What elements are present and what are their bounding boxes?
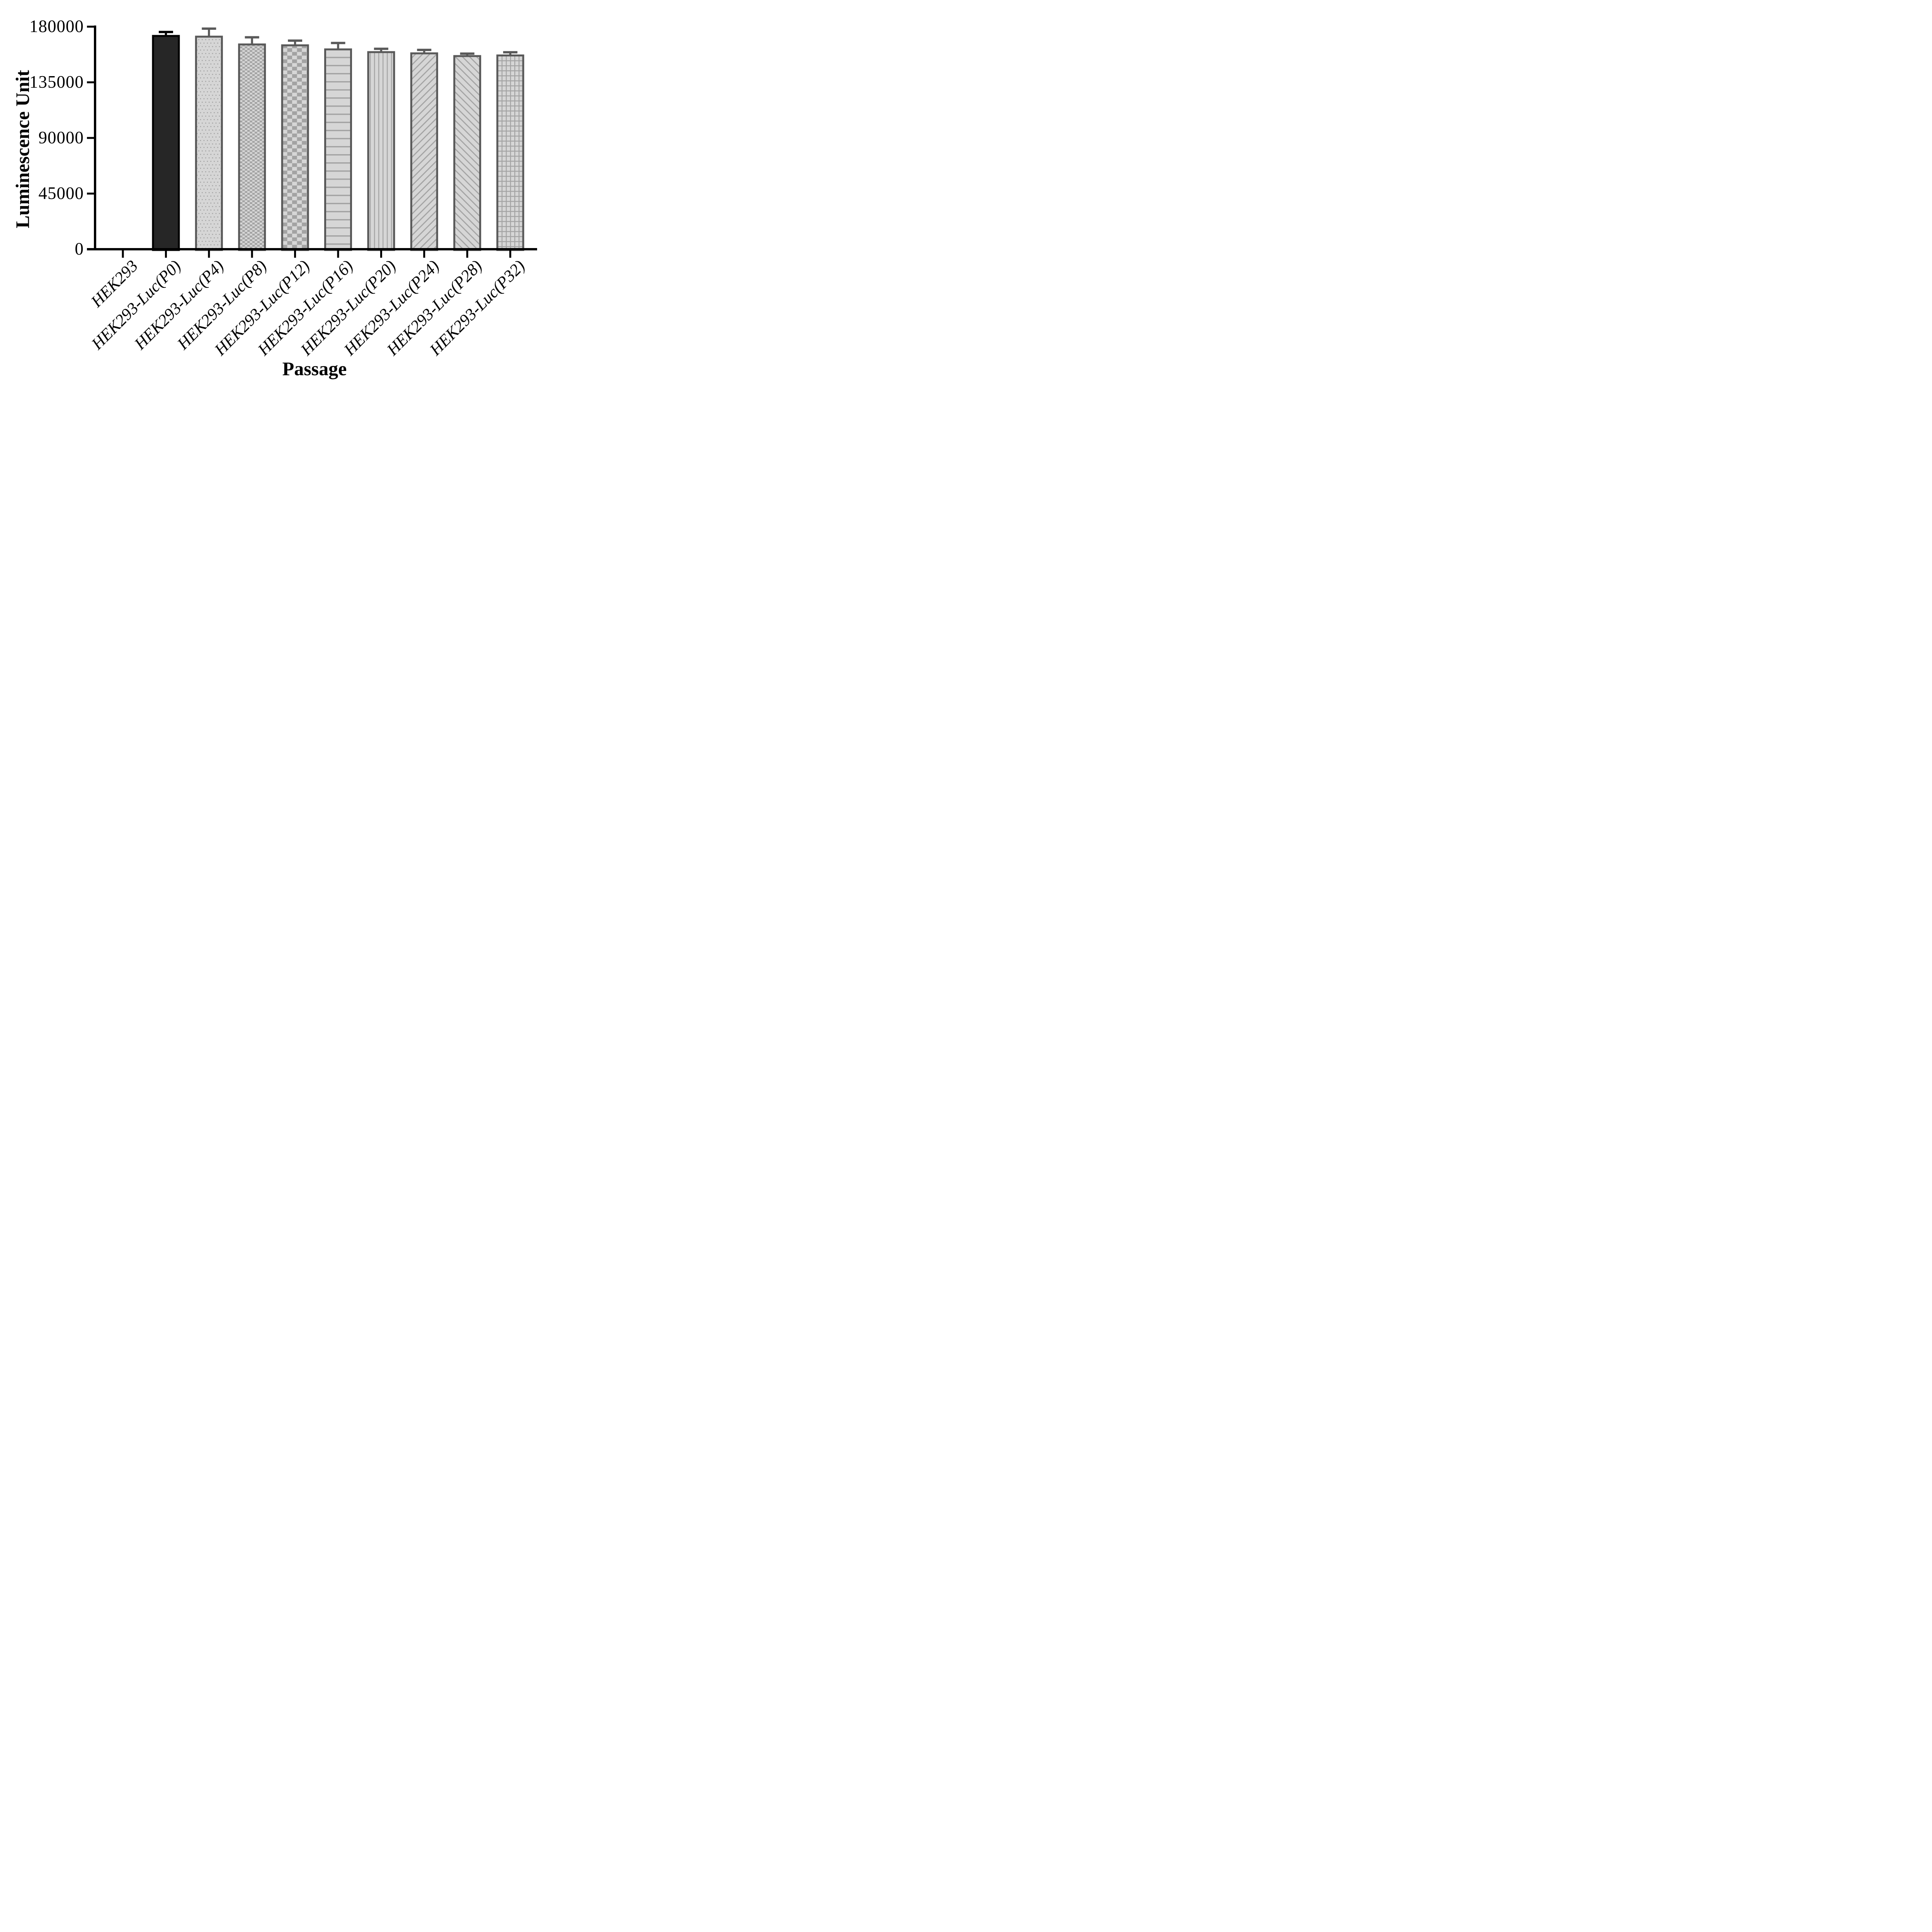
bar-HEK293-Luc(P0) [152, 35, 180, 251]
error-bar-stem [165, 32, 167, 37]
y-axis-title: Luminescence Unit [12, 70, 33, 228]
error-bar-stem [337, 43, 339, 50]
y-tick [87, 81, 94, 83]
y-tick-label: 180000 [29, 17, 84, 36]
error-bar-stem [423, 50, 425, 54]
error-bar-stem [466, 53, 468, 57]
x-tick [509, 250, 512, 258]
bar-HEK293-Luc(P8) [238, 43, 266, 251]
y-tick [87, 192, 94, 195]
bar-HEK293-Luc(P28) [453, 55, 481, 251]
error-bar-cap [245, 36, 259, 39]
x-tick [380, 250, 382, 258]
x-tick [208, 250, 210, 258]
y-tick [87, 26, 94, 28]
bar-HEK293-Luc(P12) [281, 44, 309, 251]
y-axis-line [94, 26, 96, 250]
x-axis-line [87, 248, 537, 250]
bar-HEK293-Luc(P4) [195, 36, 223, 251]
axes-layer [87, 26, 537, 258]
error-bar-cap [202, 27, 216, 30]
bar-HEK293-Luc(P24) [410, 52, 438, 251]
error-bar-stem [509, 52, 512, 56]
error-bar-cap [331, 42, 345, 44]
bar-chart-figure: Luminescence Unit Passage 0 45000 90000 135… [0, 0, 561, 391]
error-bars-layer [158, 27, 518, 57]
x-tick [294, 250, 296, 258]
y-tick [87, 137, 94, 139]
y-tick-label: 135000 [29, 72, 84, 92]
y-tick-label: 45000 [38, 184, 84, 203]
x-tick [122, 250, 124, 258]
error-bar-cap [417, 49, 432, 51]
error-bar-stem [294, 41, 296, 46]
chart-canvas [87, 26, 537, 258]
error-bar-cap [288, 39, 303, 42]
x-axis-title: Passage [282, 358, 347, 379]
error-bar-cap [158, 31, 173, 33]
x-tick [423, 250, 425, 258]
error-bar-stem [251, 37, 253, 45]
x-tick [165, 250, 167, 258]
x-tick [466, 250, 468, 258]
error-bar-stem [208, 29, 210, 37]
x-tick [251, 250, 253, 258]
error-bar-stem [380, 49, 383, 53]
y-tick-label: 0 [75, 239, 84, 259]
bars-layer [152, 35, 524, 251]
bar-HEK293-Luc(P20) [367, 51, 395, 251]
bar-HEK293-Luc(P32) [496, 54, 524, 251]
error-bar-cap [374, 48, 388, 50]
error-bar-cap [460, 52, 474, 55]
x-tick [337, 250, 339, 258]
y-tick-label: 90000 [38, 128, 84, 147]
error-bar-cap [503, 51, 518, 54]
bar-HEK293-Luc(P16) [324, 48, 352, 251]
